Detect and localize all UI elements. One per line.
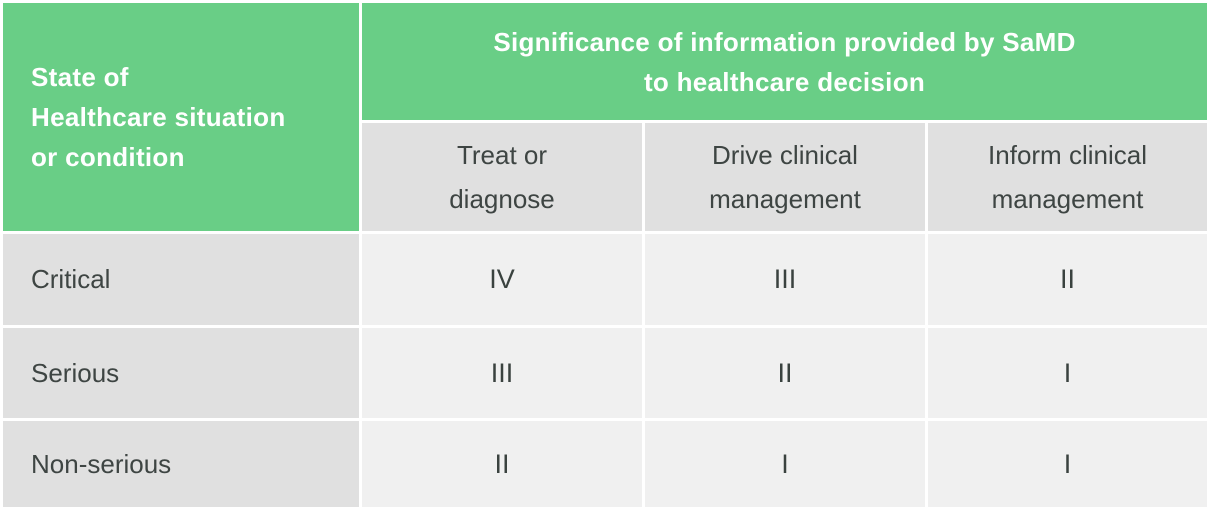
row-label-critical: Critical	[3, 234, 359, 325]
row-label-non-serious: Non-serious	[3, 421, 359, 507]
column-header-inform-clinical-management: Inform clinical management	[928, 123, 1207, 231]
cell-non-serious-inform-clinical: I	[928, 421, 1207, 507]
cell-non-serious-drive-clinical: I	[645, 421, 925, 507]
row-label-serious: Serious	[3, 328, 359, 418]
column-header-treat-or-diagnose: Treat or diagnose	[362, 123, 642, 231]
column-header-drive-clinical-management: Drive clinical management	[645, 123, 925, 231]
corner-header-state-of-healthcare: State of Healthcare situation or conditi…	[3, 3, 359, 231]
cell-critical-treat-or-diagnose: IV	[362, 234, 642, 325]
main-header-significance-of-information: Significance of information provided by …	[362, 3, 1207, 120]
cell-critical-inform-clinical: II	[928, 234, 1207, 325]
cell-serious-drive-clinical: II	[645, 328, 925, 418]
cell-non-serious-treat-or-diagnose: II	[362, 421, 642, 507]
cell-serious-treat-or-diagnose: III	[362, 328, 642, 418]
cell-serious-inform-clinical: I	[928, 328, 1207, 418]
cell-critical-drive-clinical: III	[645, 234, 925, 325]
